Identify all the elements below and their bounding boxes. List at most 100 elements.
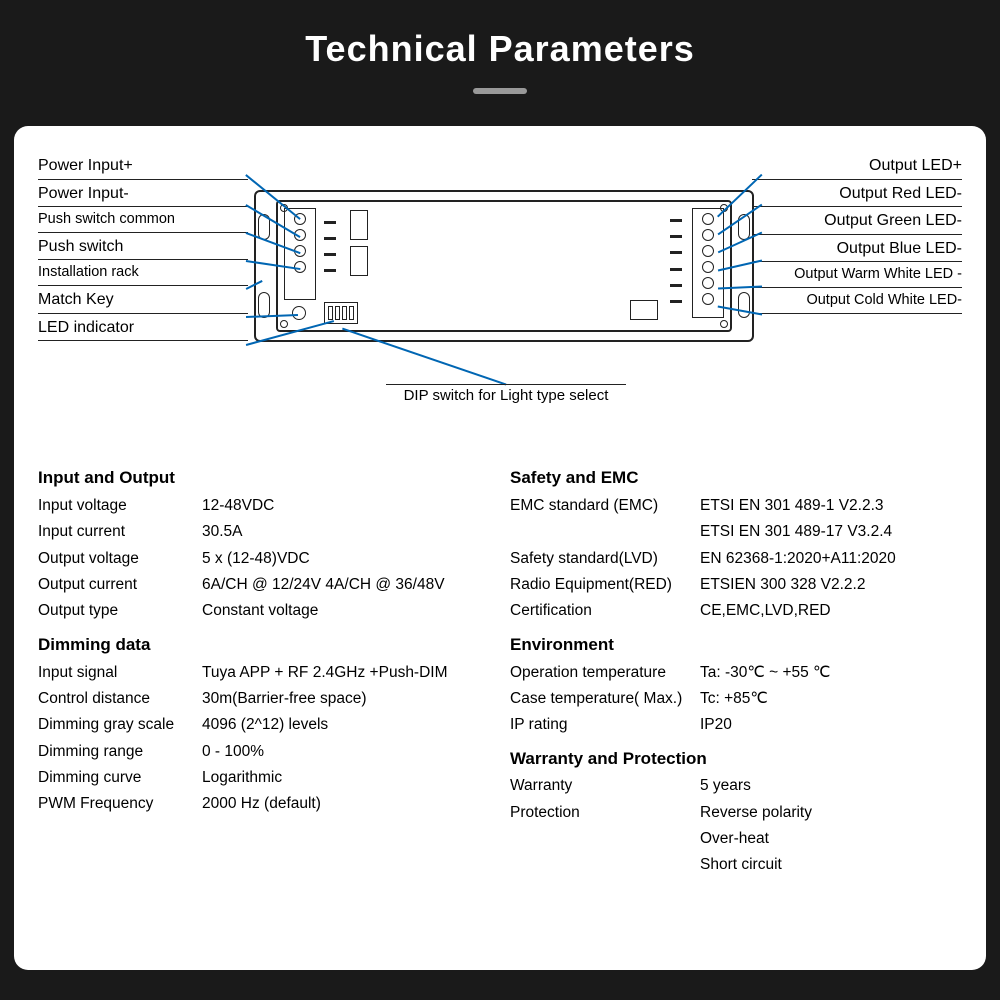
spec-row: Radio Equipment(RED)ETSIEN 300 328 V2.2.… (510, 572, 962, 598)
spec-section-head: Environment (510, 631, 962, 660)
spec-value: 5 years (700, 773, 962, 799)
spec-key: Case temperature( Max.) (510, 686, 700, 712)
spec-value: EN 62368-1:2020+A11:2020 (700, 546, 962, 572)
label-left: Match Key (38, 286, 248, 314)
right-labels: Output LED+Output Red LED-Output Green L… (752, 152, 962, 314)
left-labels: Power Input+Power Input-Push switch comm… (38, 152, 248, 341)
label-left: Power Input+ (38, 152, 248, 180)
spec-row: Control distance30m(Barrier-free space) (38, 686, 490, 712)
spec-key: Dimming curve (38, 765, 202, 791)
spec-value: 30m(Barrier-free space) (202, 686, 490, 712)
spec-key: Warranty (510, 773, 700, 799)
label-right: Output Cold White LED- (752, 288, 962, 314)
spec-row: Input signalTuya APP + RF 2.4GHz +Push-D… (38, 660, 490, 686)
specs-col-left: Input and OutputInput voltage12-48VDCInp… (38, 458, 490, 879)
spec-value: ETSI EN 301 489-1 V2.2.3 (700, 493, 962, 519)
spec-row: IP ratingIP20 (510, 712, 962, 738)
spec-value: Short circuit (700, 852, 962, 878)
spec-row: Output typeConstant voltage (38, 598, 490, 624)
spec-row: Dimming gray scale4096 (2^12) levels (38, 712, 490, 738)
spec-value: Logarithmic (202, 765, 490, 791)
spec-value: CE,EMC,LVD,RED (700, 598, 962, 624)
spec-value: 12-48VDC (202, 493, 490, 519)
spec-key: Input voltage (38, 493, 202, 519)
label-right: Output Warm White LED - (752, 262, 962, 288)
spec-row: Safety standard(LVD)EN 62368-1:2020+A11:… (510, 546, 962, 572)
spec-section-head: Dimming data (38, 631, 490, 660)
spec-row: Dimming curveLogarithmic (38, 765, 490, 791)
spec-key (510, 852, 700, 878)
spec-key (510, 519, 700, 545)
spec-key: Operation temperature (510, 660, 700, 686)
spec-key: Input current (38, 519, 202, 545)
specs-table: Input and OutputInput voltage12-48VDCInp… (38, 458, 962, 879)
device-diagram: Power Input+Power Input-Push switch comm… (38, 152, 962, 412)
spec-value: 30.5A (202, 519, 490, 545)
spec-value: Ta: -30℃ ~ +55 ℃ (700, 660, 962, 686)
spec-value: ETSI EN 301 489-17 V3.2.4 (700, 519, 962, 545)
spec-value: Reverse polarity (700, 800, 962, 826)
spec-value: ETSIEN 300 328 V2.2.2 (700, 572, 962, 598)
spec-value: 2000 Hz (default) (202, 791, 490, 817)
spec-key: PWM Frequency (38, 791, 202, 817)
spec-key (510, 826, 700, 852)
spec-key: Output current (38, 572, 202, 598)
spec-row: Operation temperatureTa: -30℃ ~ +55 ℃ (510, 660, 962, 686)
left-pin-strip (324, 214, 338, 278)
spec-value: 6A/CH @ 12/24V 4A/CH @ 36/48V (202, 572, 490, 598)
label-left: Push switch common (38, 207, 248, 233)
header: Technical Parameters (0, 0, 1000, 106)
label-right: Output LED+ (752, 152, 962, 180)
spec-key: Output type (38, 598, 202, 624)
spec-key: Dimming range (38, 739, 202, 765)
spec-key: Output voltage (38, 546, 202, 572)
spec-row: Warranty5 years (510, 773, 962, 799)
spec-row: Input current30.5A (38, 519, 490, 545)
spec-row: Output voltage5 x (12-48)VDC (38, 546, 490, 572)
spec-card: Power Input+Power Input-Push switch comm… (14, 126, 986, 970)
label-left: Installation rack (38, 260, 248, 286)
spec-row: ETSI EN 301 489-17 V3.2.4 (510, 519, 962, 545)
spec-value: Tc: +85℃ (700, 686, 962, 712)
spec-row: EMC standard (EMC)ETSI EN 301 489-1 V2.2… (510, 493, 962, 519)
spec-key: Certification (510, 598, 700, 624)
spec-key: Dimming gray scale (38, 712, 202, 738)
spec-row: Output current6A/CH @ 12/24V 4A/CH @ 36/… (38, 572, 490, 598)
spec-key: EMC standard (EMC) (510, 493, 700, 519)
spec-row: Short circuit (510, 852, 962, 878)
spec-value: Tuya APP + RF 2.4GHz +Push-DIM (202, 660, 490, 686)
spec-row: ProtectionReverse polarity (510, 800, 962, 826)
spec-row: Over-heat (510, 826, 962, 852)
label-right: Output Red LED- (752, 180, 962, 208)
dip-caption: DIP switch for Light type select (386, 384, 626, 404)
match-key-hole (292, 306, 306, 320)
spec-key: Radio Equipment(RED) (510, 572, 700, 598)
spec-value: Constant voltage (202, 598, 490, 624)
spec-value: 4096 (2^12) levels (202, 712, 490, 738)
spec-section-head: Warranty and Protection (510, 745, 962, 774)
spec-value: 5 x (12-48)VDC (202, 546, 490, 572)
spec-row: Case temperature( Max.)Tc: +85℃ (510, 686, 962, 712)
label-left: Push switch (38, 233, 248, 261)
specs-col-right: Safety and EMCEMC standard (EMC)ETSI EN … (510, 458, 962, 879)
label-right: Output Green LED- (752, 207, 962, 235)
title-underline (473, 88, 527, 94)
label-left: LED indicator (38, 314, 248, 342)
left-terminal-block (284, 208, 316, 300)
right-pin-strip (670, 212, 684, 310)
spec-key: Input signal (38, 660, 202, 686)
spec-row: Dimming range0 - 100% (38, 739, 490, 765)
spec-row: Input voltage12-48VDC (38, 493, 490, 519)
right-terminal-block (692, 208, 724, 318)
spec-key: Protection (510, 800, 700, 826)
spec-section-head: Safety and EMC (510, 464, 962, 493)
spec-key: IP rating (510, 712, 700, 738)
page-title: Technical Parameters (0, 28, 1000, 70)
spec-row: PWM Frequency2000 Hz (default) (38, 791, 490, 817)
spec-key: Safety standard(LVD) (510, 546, 700, 572)
label-right: Output Blue LED- (752, 235, 962, 263)
spec-value: IP20 (700, 712, 962, 738)
spec-value: 0 - 100% (202, 739, 490, 765)
device-outline (254, 190, 754, 342)
label-left: Power Input- (38, 180, 248, 208)
